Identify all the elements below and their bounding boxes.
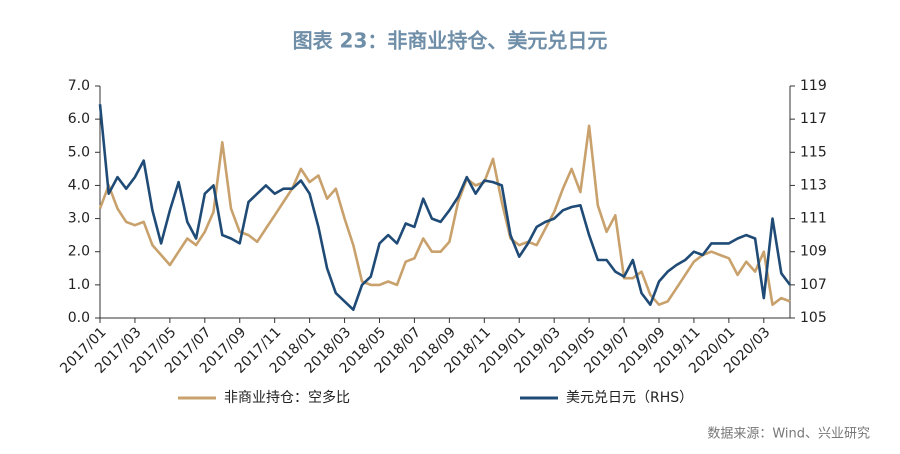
y2-tick-label: 111 [800, 211, 827, 227]
y2-tick-label: 107 [800, 277, 827, 293]
chart-title: 图表 23：非商业持仓、美元兑日元 [293, 29, 608, 53]
y2-tick-label: 113 [800, 177, 827, 193]
y2-tick-label: 119 [800, 78, 827, 94]
legend-label: 非商业持仓：空多比 [224, 389, 350, 406]
y2-tick-label: 105 [800, 310, 827, 326]
y-tick-label: 6.0 [68, 111, 90, 127]
y-tick-label: 1.0 [68, 277, 90, 293]
y-tick-label: 0.0 [68, 310, 90, 326]
y-tick-label: 2.0 [68, 244, 90, 260]
source: 数据来源：Wind、兴业研究 [707, 427, 870, 442]
y-tick-label: 3.0 [68, 211, 90, 227]
y2-tick-label: 115 [800, 144, 827, 160]
y-tick-label: 5.0 [68, 144, 90, 160]
legend-label: 美元兑日元（RHS） [566, 390, 693, 406]
series-line [98, 104, 792, 311]
y-tick-label: 4.0 [68, 177, 90, 193]
y2-tick-label: 117 [800, 111, 827, 127]
y-tick-label: 7.0 [68, 78, 90, 94]
y2-tick-label: 109 [800, 244, 827, 260]
